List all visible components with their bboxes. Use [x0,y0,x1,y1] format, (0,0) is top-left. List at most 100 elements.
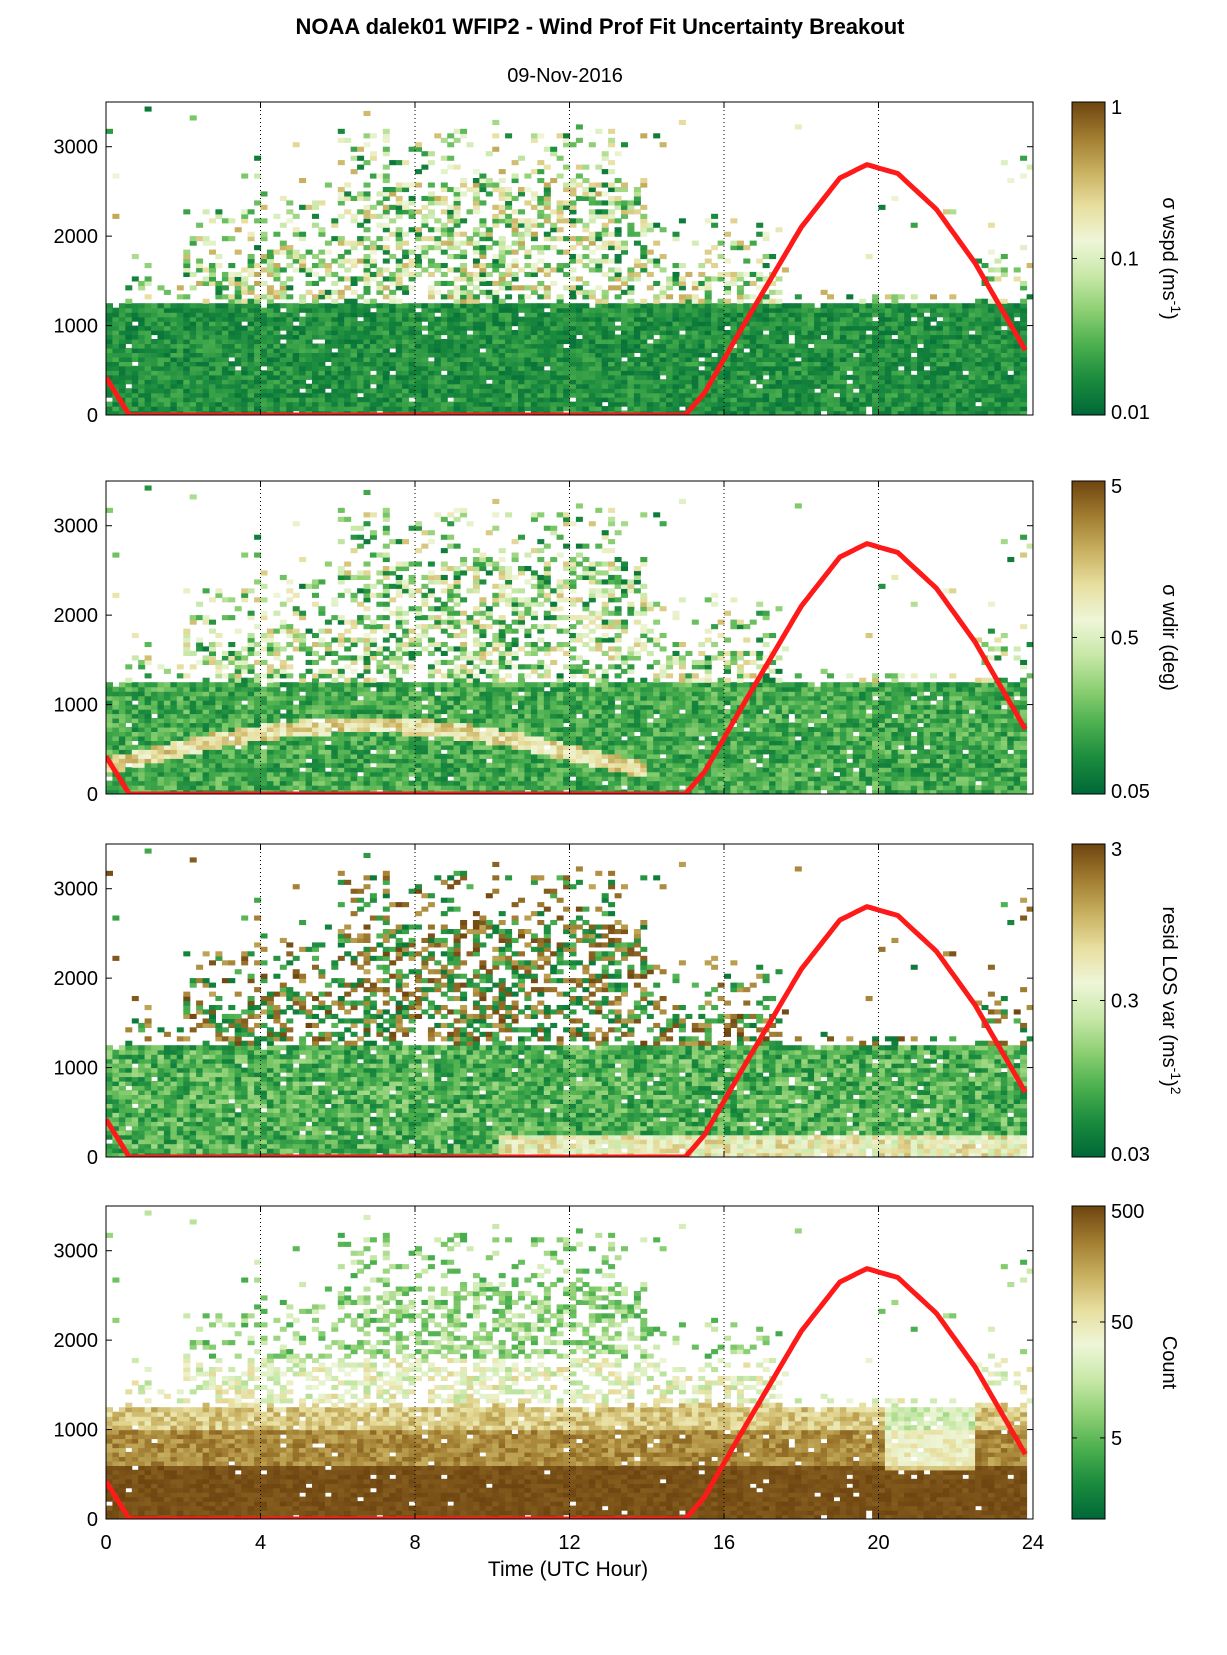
heatmap-cell [704,289,712,295]
heatmap-cell [363,254,371,260]
heatmap-cell [949,334,957,340]
heatmap-cell [595,298,603,304]
heatmap-cell [575,303,583,309]
heatmap-cell [408,339,416,345]
heatmap-cell [717,374,725,380]
heatmap-cell [479,245,487,251]
heatmap-cell [447,133,455,139]
heatmap-cell [550,365,558,371]
heatmap-cell [608,370,616,376]
heatmap-cell [260,254,268,260]
heatmap-cell [273,330,281,336]
heatmap-cell [382,258,390,264]
heatmap-cell [981,365,989,371]
heatmap-cell [588,316,596,322]
heatmap-cell [118,303,126,309]
heatmap-cell [859,410,867,415]
heatmap-cell [736,294,744,300]
heatmap-cell [621,397,628,403]
heatmap-cell [106,771,113,777]
heatmap-cell [176,700,184,706]
heatmap-cell [833,334,841,340]
heatmap-cell [550,339,558,345]
heatmap-cell [324,365,332,371]
heatmap-cell [704,218,712,224]
heatmap-cell [112,740,120,746]
heatmap-cell [106,406,113,412]
heatmap-cell [1020,307,1028,313]
heatmap-cell [131,785,139,791]
heatmap-cell [872,303,880,309]
heatmap-cell [209,218,216,224]
heatmap-cell [717,240,725,246]
heatmap-cell [498,361,506,367]
heatmap-cell [601,245,609,251]
heatmap-cell [176,704,184,710]
heatmap-cell [266,383,274,389]
heatmap-cell [891,383,899,389]
heatmap-cell [537,245,545,251]
heatmap-cell [196,352,204,358]
heatmap-cell [595,365,603,371]
heatmap-cell [788,352,796,358]
heatmap-cell [176,740,184,746]
heatmap-cell [711,347,719,353]
heatmap-cell [1000,410,1008,415]
heatmap-cell [633,374,641,380]
heatmap-cell [260,191,268,197]
heatmap-cell [292,231,300,237]
heatmap-cell [106,352,113,358]
heatmap-cell [505,271,513,277]
heatmap-cell [556,334,564,340]
heatmap-cell [389,321,397,327]
heatmap-cell [170,771,178,777]
heatmap-cell [415,236,422,242]
heatmap-cell [865,392,873,398]
heatmap-cell [1020,155,1028,161]
heatmap-cell [273,271,281,277]
heatmap-cell [781,388,789,394]
heatmap-cell [1020,321,1028,327]
heatmap-cell [131,397,139,403]
heatmap-cell [118,740,126,746]
heatmap-cell [324,352,332,358]
heatmap-cell [196,356,204,362]
heatmap-cell [949,379,957,385]
heatmap-cell [144,682,152,688]
heatmap-cell [878,370,886,376]
heatmap-cell [234,356,242,362]
heatmap-cell [897,321,905,327]
heatmap-cell [460,339,468,345]
heatmap-cell [453,343,461,349]
heatmap-cell [447,379,455,385]
heatmap-cell [846,383,854,389]
heatmap-cell [247,347,255,353]
heatmap-cell [653,379,661,385]
heatmap-cell [344,182,352,188]
heatmap-cell [427,316,435,322]
heatmap-cell [292,334,300,340]
heatmap-cell [260,388,268,394]
heatmap-cell [930,312,937,318]
heatmap-cell [505,285,513,291]
heatmap-cell [627,204,635,210]
heatmap-cell [550,361,558,367]
heatmap-cell [949,383,957,389]
heatmap-cell [286,383,294,389]
heatmap-cell [801,352,809,358]
heatmap-cell [575,352,583,358]
heatmap-cell [987,312,995,318]
heatmap-cell [807,370,815,376]
heatmap-cell [350,155,358,161]
heatmap-cell [215,347,223,353]
heatmap-cell [1000,267,1008,273]
heatmap-cell [357,236,365,242]
heatmap-cell [144,659,152,665]
heatmap-cell [846,347,854,353]
heatmap-cell [254,271,262,277]
heatmap-cell [569,392,577,398]
heatmap-cell [608,388,616,394]
heatmap-cell [350,392,358,398]
heatmap-cell [859,356,867,362]
heatmap-cell [254,374,262,380]
